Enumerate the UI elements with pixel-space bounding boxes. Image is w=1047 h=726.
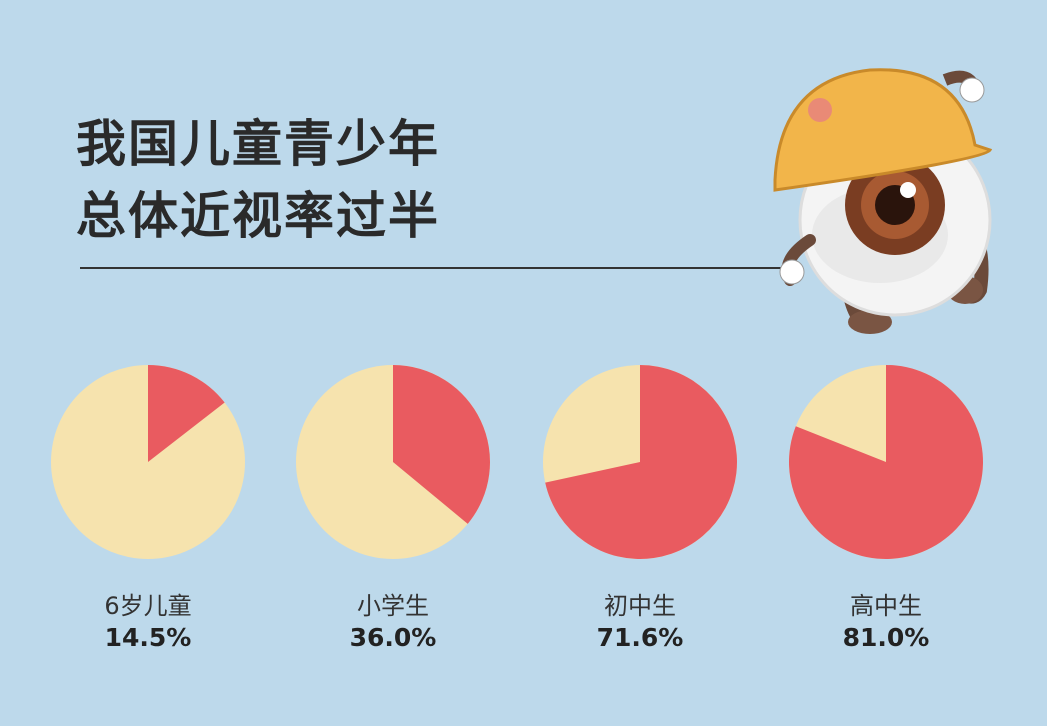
pie-myopia-slice: [148, 364, 225, 462]
category-label: 6岁儿童: [104, 592, 192, 620]
value-label: 36.0%: [349, 623, 437, 652]
category-label: 小学生: [357, 592, 429, 620]
value-label: 14.5%: [104, 623, 192, 652]
value-label: 81.0%: [842, 623, 930, 652]
title-line-1: 我国儿童青少年: [76, 115, 440, 173]
eyeball-mascot-illustration: [773, 68, 993, 334]
category-label: 初中生: [604, 592, 676, 620]
page-title: 我国儿童青少年 总体近视率过半: [76, 108, 440, 252]
divider: [80, 267, 792, 269]
value-label: 71.6%: [596, 623, 684, 652]
category-label: 高中生: [850, 592, 922, 620]
pie-myopia-slice: [393, 365, 491, 524]
pie-myopia-slice: [789, 365, 983, 559]
title-line-2: 总体近视率过半: [76, 187, 440, 245]
pie-myopia-slice: [545, 365, 737, 559]
